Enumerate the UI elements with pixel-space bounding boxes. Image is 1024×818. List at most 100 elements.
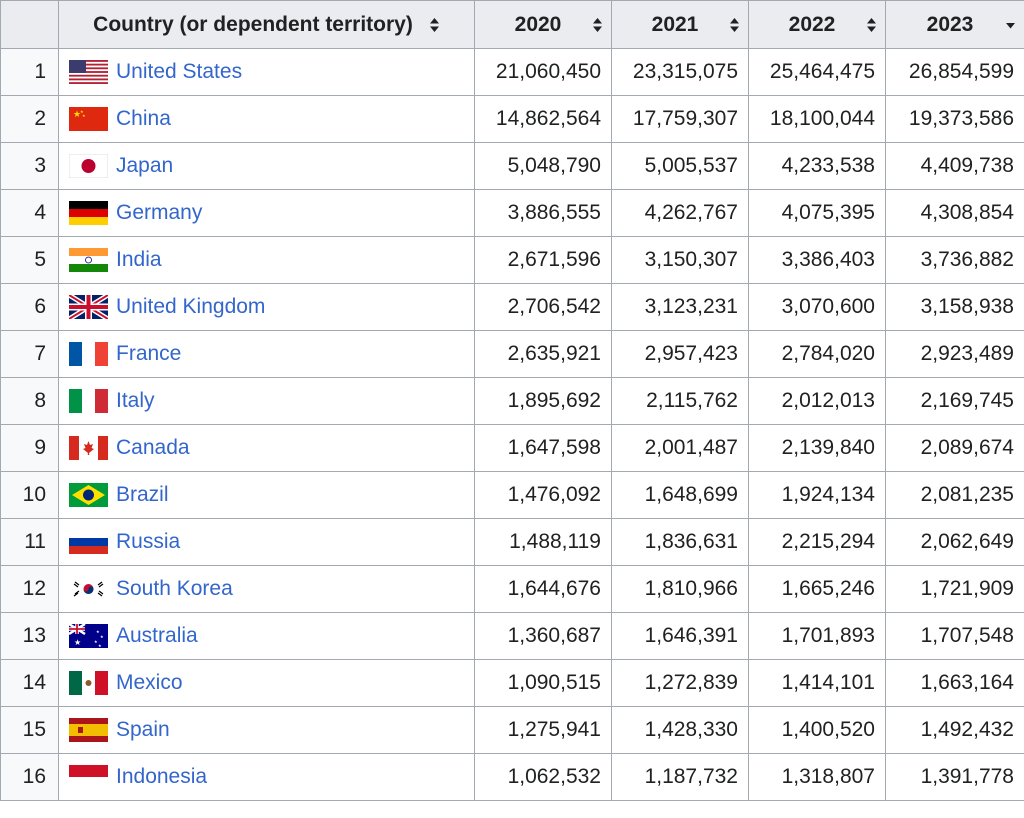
country-link[interactable]: Indonesia <box>116 765 208 788</box>
country-link[interactable]: United States <box>116 60 243 83</box>
rank-cell: 7 <box>0 330 59 378</box>
value-2020-cell: 1,090,515 <box>474 659 612 707</box>
value-2023-cell: 2,081,235 <box>885 471 1024 519</box>
year-2021-column-header[interactable]: 2021 <box>611 0 749 49</box>
country-link[interactable]: France <box>116 342 182 365</box>
table-body: 1 United States 21,060,450 23,315,075 25… <box>0 48 1024 801</box>
flag-br-icon <box>69 483 108 507</box>
table-row: 15 Spain 1,275,941 1,428,330 1,400,520 1… <box>0 706 1024 754</box>
value-2022-cell: 1,701,893 <box>748 612 886 660</box>
country-cell: France <box>58 330 475 378</box>
rank-cell: 12 <box>0 565 59 613</box>
country-link[interactable]: Italy <box>116 389 155 412</box>
flag-kr-icon <box>69 577 108 601</box>
year-2022-label: 2022 <box>788 12 836 36</box>
year-2020-column-header[interactable]: 2020 <box>474 0 612 49</box>
value-2022-cell: 18,100,044 <box>748 95 886 143</box>
rank-cell: 13 <box>0 612 59 660</box>
rank-cell: 1 <box>0 48 59 96</box>
table-row: 4 Germany 3,886,555 4,262,767 4,075,395 … <box>0 189 1024 237</box>
country-link[interactable]: United Kingdom <box>116 295 266 318</box>
value-2022-cell: 3,070,600 <box>748 283 886 331</box>
country-link[interactable]: Australia <box>116 624 198 647</box>
country-cell: Mexico <box>58 659 475 707</box>
country-cell: South Korea <box>58 565 475 613</box>
svg-text:★: ★ <box>94 639 98 644</box>
value-2021-cell: 3,150,307 <box>611 236 749 284</box>
table-row: 1 United States 21,060,450 23,315,075 25… <box>0 48 1024 96</box>
value-2022-cell: 1,400,520 <box>748 706 886 754</box>
table-row: 9 Canada 1,647,598 2,001,487 2,139,840 2… <box>0 424 1024 472</box>
value-2021-cell: 4,262,767 <box>611 189 749 237</box>
table-row: 14 Mexico 1,090,515 1,272,839 1,414,101 … <box>0 659 1024 707</box>
svg-text:★: ★ <box>80 109 84 114</box>
value-2023-cell: 3,736,882 <box>885 236 1024 284</box>
value-2020-cell: 1,360,687 <box>474 612 612 660</box>
sort-both-icon[interactable] <box>592 17 603 33</box>
value-2022-cell: 4,233,538 <box>748 142 886 190</box>
rank-cell: 5 <box>0 236 59 284</box>
year-2022-column-header[interactable]: 2022 <box>748 0 886 49</box>
value-2021-cell: 23,315,075 <box>611 48 749 96</box>
value-2022-cell: 4,075,395 <box>748 189 886 237</box>
value-2020-cell: 1,275,941 <box>474 706 612 754</box>
value-2020-cell: 1,644,676 <box>474 565 612 613</box>
country-cell: Russia <box>58 518 475 566</box>
flag-es-icon <box>69 718 108 742</box>
value-2022-cell: 1,924,134 <box>748 471 886 519</box>
value-2022-cell: 2,012,013 <box>748 377 886 425</box>
value-2023-cell: 4,308,854 <box>885 189 1024 237</box>
country-link[interactable]: Mexico <box>116 671 183 694</box>
table-row: 2 ★ ★ ★ China 14,862,564 17,759,307 18,100… <box>0 95 1024 143</box>
country-link[interactable]: South Korea <box>116 577 233 600</box>
country-link[interactable]: China <box>116 107 171 130</box>
value-2021-cell: 2,115,762 <box>611 377 749 425</box>
value-2020-cell: 1,895,692 <box>474 377 612 425</box>
flag-it-icon <box>69 389 108 413</box>
sort-descending-icon[interactable] <box>1005 17 1016 33</box>
value-2020-cell: 3,886,555 <box>474 189 612 237</box>
flag-ru-icon <box>69 530 108 554</box>
table-row: 11 Russia 1,488,119 1,836,631 2,215,294 … <box>0 518 1024 566</box>
country-cell: ★ ★ ★ ★ ★ Australia <box>58 612 475 660</box>
sort-both-icon[interactable] <box>429 17 440 33</box>
value-2021-cell: 1,428,330 <box>611 706 749 754</box>
table-row: 16 Indonesia 1,062,532 1,187,732 1,318,8… <box>0 753 1024 801</box>
table-row: 10 Brazil 1,476,092 1,648,699 1,924,134 … <box>0 471 1024 519</box>
table-row: 8 Italy 1,895,692 2,115,762 2,012,013 2,… <box>0 377 1024 425</box>
country-cell: Canada <box>58 424 475 472</box>
country-link[interactable]: Brazil <box>116 483 169 506</box>
country-link[interactable]: Spain <box>116 718 170 741</box>
country-link[interactable]: Russia <box>116 530 181 553</box>
value-2022-cell: 2,139,840 <box>748 424 886 472</box>
table-row: 7 France 2,635,921 2,957,423 2,784,020 2… <box>0 330 1024 378</box>
year-2021-label: 2021 <box>651 12 699 36</box>
country-link[interactable]: Japan <box>116 154 174 177</box>
rank-cell: 11 <box>0 518 59 566</box>
year-2020-label: 2020 <box>514 12 562 36</box>
svg-text:★: ★ <box>96 629 100 634</box>
value-2022-cell: 1,318,807 <box>748 753 886 801</box>
country-link[interactable]: Canada <box>116 436 190 459</box>
country-cell: Japan <box>58 142 475 190</box>
value-2023-cell: 19,373,586 <box>885 95 1024 143</box>
country-link[interactable]: India <box>116 248 162 271</box>
sort-both-icon[interactable] <box>866 17 877 33</box>
country-cell: United States <box>58 48 475 96</box>
value-2022-cell: 3,386,403 <box>748 236 886 284</box>
year-2023-column-header[interactable]: 2023 <box>885 0 1024 49</box>
rank-cell: 9 <box>0 424 59 472</box>
svg-text:★: ★ <box>73 109 81 119</box>
value-2021-cell: 5,005,537 <box>611 142 749 190</box>
country-column-header[interactable]: Country (or dependent territory) <box>58 0 475 49</box>
value-2022-cell: 1,414,101 <box>748 659 886 707</box>
value-2021-cell: 2,957,423 <box>611 330 749 378</box>
country-link[interactable]: Germany <box>116 201 203 224</box>
country-cell: Brazil <box>58 471 475 519</box>
sort-both-icon[interactable] <box>729 17 740 33</box>
table-row: 5 India 2,671,596 3,150,307 3,386,403 3,… <box>0 236 1024 284</box>
rank-column-header <box>0 0 59 49</box>
table-row: 3 Japan 5,048,790 5,005,537 4,233,538 4,… <box>0 142 1024 190</box>
rank-cell: 14 <box>0 659 59 707</box>
value-2023-cell: 2,169,745 <box>885 377 1024 425</box>
